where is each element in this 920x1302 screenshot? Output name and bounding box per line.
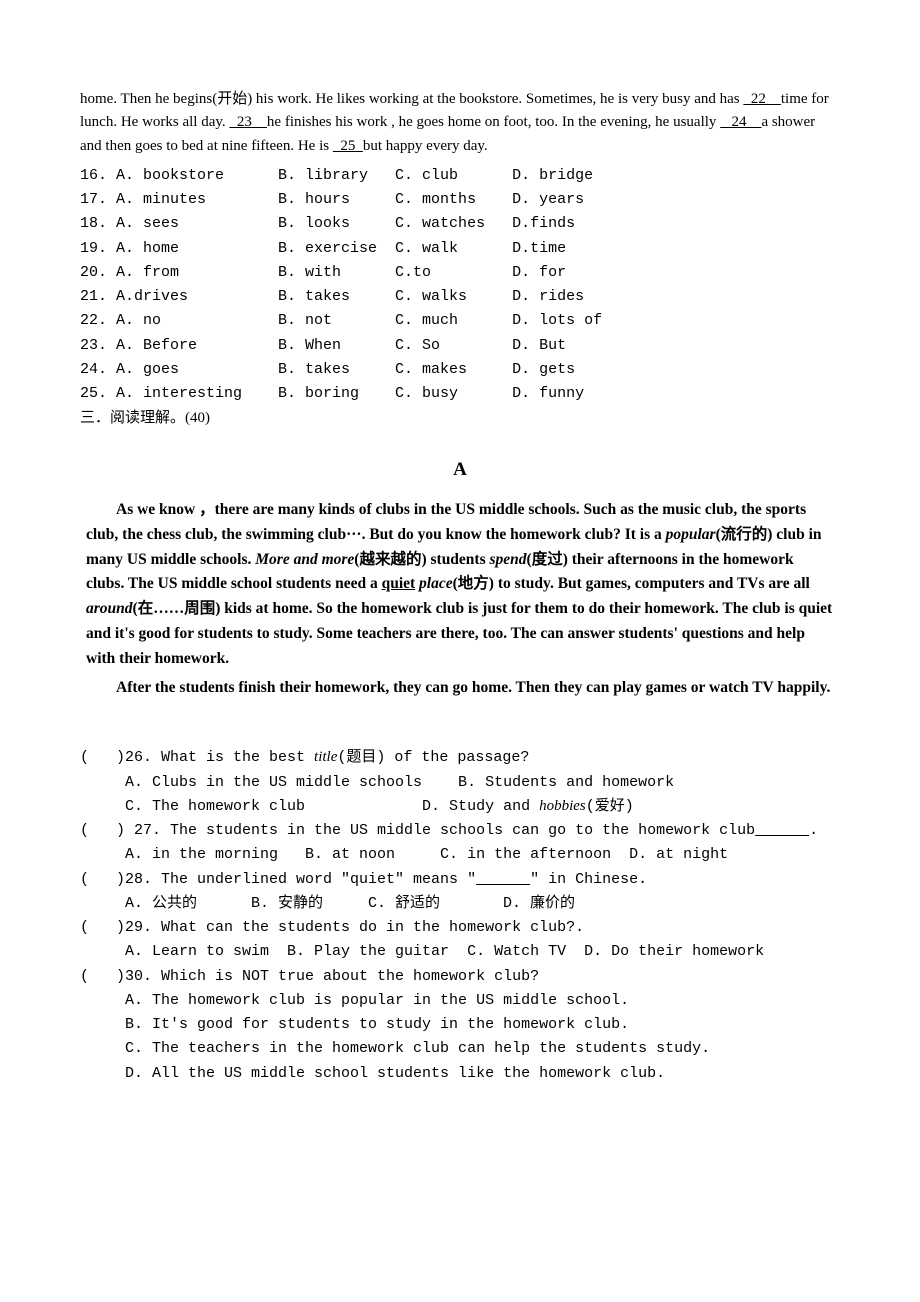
question-line-1: A. Clubs in the US middle schools B. Stu… [80, 771, 840, 794]
cloze-options-block: 16. A. bookstore B. library C. club D. b… [80, 164, 840, 406]
question-line-0: ( )26. What is the best title(题目) of the… [80, 746, 840, 769]
reading-passage: As we know ，there are many kinds of club… [86, 498, 834, 700]
question-line-2: C. The homework club D. Study and hobbie… [80, 795, 840, 818]
section-3-title: 三．阅读理解。(40) [80, 407, 840, 430]
question-line-9: ( )30. Which is NOT true about the homew… [80, 965, 840, 988]
cloze-row-24: 24. A. goes B. takes C. makes D. gets [80, 358, 840, 381]
cloze-row-18: 18. A. sees B. looks C. watches D.finds [80, 212, 840, 235]
cloze-passage: home. Then he begins(开始) his work. He li… [80, 88, 840, 158]
cloze-row-23: 23. A. Before B. When C. So D. But [80, 334, 840, 357]
cloze-row-25: 25. A. interesting B. boring C. busy D. … [80, 382, 840, 405]
cloze-row-20: 20. A. from B. with C.to D. for [80, 261, 840, 284]
cloze-row-22: 22. A. no B. not C. much D. lots of [80, 309, 840, 332]
reading-questions: ( )26. What is the best title(题目) of the… [80, 746, 840, 1085]
question-line-6: A. 公共的 B. 安静的 C. 舒适的 D. 廉价的 [80, 892, 840, 915]
reading-p2: After the students finish their homework… [86, 676, 834, 701]
question-line-5: ( )28. The underlined word "quiet" means… [80, 868, 840, 891]
question-line-4: A. in the morning B. at noon C. in the a… [80, 843, 840, 866]
question-line-7: ( )29. What can the students do in the h… [80, 916, 840, 939]
question-line-11: B. It's good for students to study in th… [80, 1013, 840, 1036]
question-line-8: A. Learn to swim B. Play the guitar C. W… [80, 940, 840, 963]
reading-label-A: A [80, 455, 840, 484]
reading-p1: As we know ，there are many kinds of club… [86, 498, 834, 672]
question-line-12: C. The teachers in the homework club can… [80, 1037, 840, 1060]
question-line-3: ( ) 27. The students in the US middle sc… [80, 819, 840, 842]
cloze-row-21: 21. A.drives B. takes C. walks D. rides [80, 285, 840, 308]
cloze-row-19: 19. A. home B. exercise C. walk D.time [80, 237, 840, 260]
cloze-row-17: 17. A. minutes B. hours C. months D. yea… [80, 188, 840, 211]
cloze-row-16: 16. A. bookstore B. library C. club D. b… [80, 164, 840, 187]
question-line-13: D. All the US middle school students lik… [80, 1062, 840, 1085]
question-line-10: A. The homework club is popular in the U… [80, 989, 840, 1012]
